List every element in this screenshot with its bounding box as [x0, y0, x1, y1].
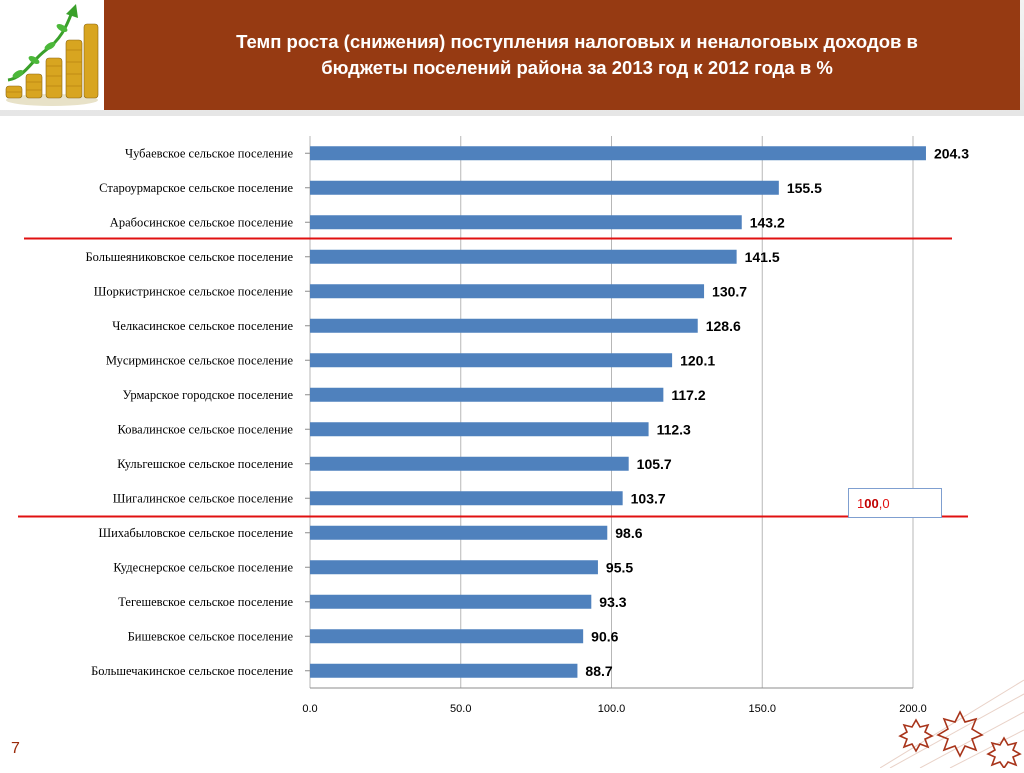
category-label: Кудеснерское сельское поселение: [113, 560, 293, 574]
data-label: 117.2: [671, 387, 705, 403]
bar: [310, 387, 664, 402]
category-label: Большечакинское сельское поселение: [91, 664, 293, 678]
bar: [310, 180, 779, 195]
category-label: Ковалинское сельское поселение: [117, 422, 293, 436]
data-label: 155.5: [787, 180, 822, 196]
category-label: Арабосинское сельское поселение: [110, 215, 294, 229]
data-label: 95.5: [606, 559, 633, 575]
bar: [310, 215, 742, 230]
data-label: 103.7: [631, 490, 666, 506]
title-banner: Темп роста (снижения) поступления налого…: [104, 0, 1020, 110]
category-label: Мусирминское сельское поселение: [106, 353, 294, 367]
bar: [310, 594, 592, 609]
x-tick-label: 200.0: [899, 703, 927, 715]
data-label: 143.2: [750, 214, 785, 230]
reference-value-part2: 00: [864, 496, 879, 511]
category-label: Староурмарское сельское поселение: [99, 181, 293, 195]
bar: [310, 491, 623, 506]
category-label: Урмарское городское поселение: [123, 388, 294, 402]
category-label: Шихабыловское сельское поселение: [98, 526, 293, 540]
category-label: Шигалинское сельское поселение: [113, 491, 294, 505]
data-label: 88.7: [585, 663, 612, 679]
data-label: 128.6: [706, 318, 741, 334]
x-tick-label: 150.0: [748, 703, 776, 715]
reference-value-box: 100,0: [848, 488, 942, 518]
data-label: 98.6: [615, 525, 642, 541]
x-tick-label: 50.0: [450, 703, 471, 715]
data-label: 120.1: [680, 352, 715, 368]
coins-growth-logo-icon: [0, 0, 104, 110]
bar: [310, 422, 649, 437]
bar: [310, 318, 698, 333]
category-label: Челкасинское сельское поселение: [112, 319, 293, 333]
bar: [310, 560, 598, 575]
bar: [310, 249, 737, 264]
bar: [310, 663, 578, 678]
x-tick-label: 100.0: [598, 703, 626, 715]
data-label: 105.7: [637, 456, 672, 472]
category-label: Бишевское сельское поселение: [128, 629, 294, 643]
page-number: 7: [11, 740, 20, 757]
bar: [310, 146, 926, 161]
stars-decoration-icon: [879, 640, 1024, 773]
category-label: Большеяниковское сельское поселение: [85, 250, 293, 264]
data-label: 130.7: [712, 283, 747, 299]
bar: [310, 525, 608, 540]
page-title: Темп роста (снижения) поступления налого…: [236, 31, 918, 78]
category-label: Чубаевское сельское поселение: [125, 146, 293, 160]
data-label: 204.3: [934, 145, 969, 161]
bar: [310, 629, 584, 644]
data-label: 93.3: [599, 594, 626, 610]
data-label: 141.5: [745, 249, 780, 265]
data-label: 112.3: [657, 421, 691, 437]
bar: [310, 456, 629, 471]
data-label: 90.6: [591, 628, 618, 644]
reference-value-part3: ,0: [878, 496, 890, 511]
category-label: Кульгешское сельское поселение: [117, 457, 293, 471]
bar: [310, 284, 705, 299]
bar: [310, 353, 673, 368]
category-label: Шоркистринское сельское поселение: [94, 284, 294, 298]
reference-value-part1: 1: [857, 496, 865, 511]
category-label: Тегешевское сельское поселение: [118, 595, 293, 609]
x-tick-label: 0.0: [302, 703, 317, 715]
